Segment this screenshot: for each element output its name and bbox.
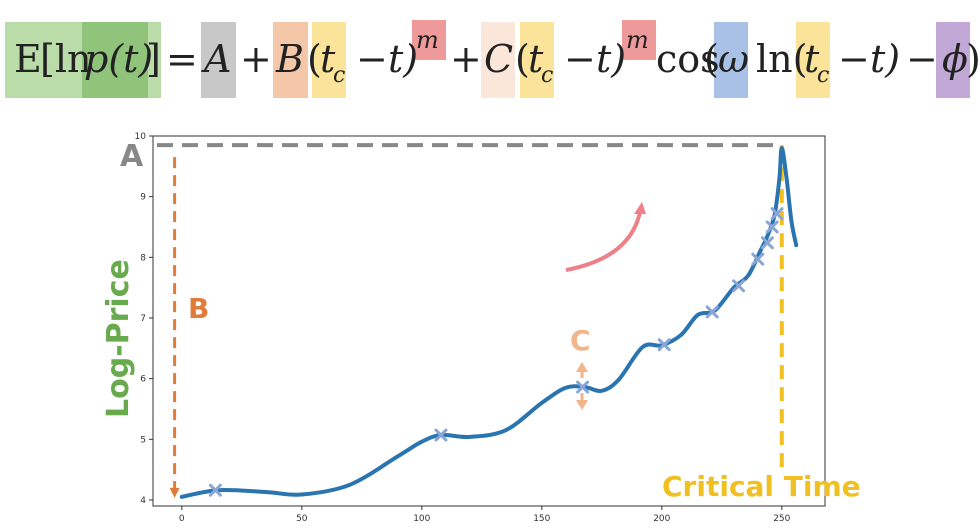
log-price-chart: 4 5 6 7 8 9 10 0 50 100 150 200 250 A B C Critical … bbox=[101, 132, 861, 524]
f-tc3: t bbox=[804, 37, 820, 81]
x-marker bbox=[657, 338, 671, 352]
f-m2: m bbox=[626, 26, 649, 54]
chart-area: 4 5 6 7 8 9 10 0 50 100 150 200 250 A B C Critical … bbox=[0, 110, 980, 526]
f-minus1: − bbox=[356, 37, 388, 81]
x-tick-label: 200 bbox=[653, 514, 670, 524]
highlight-B bbox=[273, 22, 308, 98]
formula-text: E [ln p(t) ] = A + B ( t c − t) m + C ( … bbox=[14, 26, 980, 88]
f-C: C bbox=[484, 37, 513, 81]
x-marker bbox=[434, 428, 448, 442]
highlight-m-2 bbox=[622, 20, 656, 60]
f-lb: [ln bbox=[40, 37, 91, 81]
f-m1: m bbox=[416, 26, 439, 54]
x-tick-label: 50 bbox=[296, 514, 308, 524]
f-minus4: − bbox=[906, 37, 938, 81]
f-p: p(t) bbox=[84, 37, 153, 81]
x-marker bbox=[751, 252, 765, 266]
f-ln: ln( bbox=[756, 37, 807, 81]
c-label: C bbox=[570, 324, 591, 357]
f-lp3: ( bbox=[704, 37, 719, 81]
b-label: B bbox=[188, 292, 209, 325]
y-tick-label: 8 bbox=[140, 253, 146, 263]
x-marker bbox=[576, 380, 590, 394]
f-rp3: ) bbox=[966, 37, 980, 81]
f-minus3: − bbox=[838, 37, 870, 81]
f-lp1: ( bbox=[307, 37, 322, 81]
trend-arrow-head bbox=[634, 202, 646, 214]
formula-bar: E [ln p(t) ] = A + B ( t c − t) m + C ( … bbox=[5, 20, 980, 98]
f-tc2: t bbox=[528, 37, 544, 81]
highlight-tc-1 bbox=[312, 22, 346, 98]
highlight-tc-2 bbox=[520, 22, 554, 98]
highlight-lhs-p bbox=[82, 22, 148, 98]
x-marker bbox=[765, 220, 779, 234]
f-phi: ϕ bbox=[942, 37, 968, 81]
x-marker bbox=[705, 305, 719, 319]
x-marker bbox=[760, 236, 774, 250]
y-tick-label: 10 bbox=[135, 132, 147, 142]
f-t2: t) bbox=[596, 37, 626, 81]
b-arrow-head bbox=[169, 487, 180, 498]
highlight-tc-3 bbox=[796, 22, 830, 98]
trend-arrow-curve bbox=[565, 211, 642, 272]
highlight-C bbox=[481, 22, 515, 98]
f-rb: ] bbox=[146, 37, 161, 81]
y-axis-ticks: 4 5 6 7 8 9 10 bbox=[135, 132, 153, 506]
x-tick-label: 150 bbox=[533, 514, 550, 524]
y-tick-label: 5 bbox=[140, 435, 146, 445]
f-tc1: t bbox=[320, 37, 336, 81]
f-t3: t) bbox=[870, 37, 900, 81]
oscillation-markers bbox=[208, 207, 784, 497]
f-t1: t) bbox=[388, 37, 418, 81]
c-arrow-down bbox=[576, 400, 588, 410]
f-A: A bbox=[201, 37, 231, 81]
y-tick-label: 4 bbox=[140, 496, 146, 506]
f-tc3sub: c bbox=[817, 63, 829, 88]
f-B: B bbox=[275, 37, 304, 81]
critical-time-label: Critical Time bbox=[662, 470, 861, 503]
x-marker bbox=[208, 483, 222, 497]
x-tick-label: 250 bbox=[773, 514, 790, 524]
plot-frame bbox=[152, 135, 826, 507]
x-tick-label: 100 bbox=[413, 514, 430, 524]
f-E: E bbox=[14, 37, 42, 81]
highlight-A bbox=[201, 22, 236, 98]
f-lp2: ( bbox=[515, 37, 530, 81]
highlight-phi bbox=[936, 22, 970, 98]
f-minus2: − bbox=[564, 37, 596, 81]
c-arrow-up bbox=[576, 362, 588, 372]
x-axis-ticks: 0 50 100 150 200 250 bbox=[179, 506, 791, 524]
y-tick-label: 9 bbox=[140, 193, 146, 203]
y-axis-title: Log-Price bbox=[101, 259, 136, 418]
f-eq: = bbox=[166, 37, 198, 81]
f-tc2sub: c bbox=[541, 63, 553, 88]
f-tc1sub: c bbox=[333, 63, 345, 88]
a-label: A bbox=[120, 139, 144, 174]
y-tick-label: 7 bbox=[140, 314, 146, 324]
x-marker bbox=[770, 207, 784, 221]
f-omega: ω bbox=[718, 37, 749, 81]
highlight-m-1 bbox=[412, 20, 446, 60]
highlight-omega bbox=[714, 22, 748, 98]
x-marker bbox=[732, 279, 746, 293]
c-arrows bbox=[576, 362, 588, 410]
x-tick-label: 0 bbox=[179, 514, 185, 524]
f-cos: cos bbox=[656, 37, 720, 81]
y-tick-label: 6 bbox=[140, 375, 146, 385]
f-plus2: + bbox=[450, 37, 482, 81]
f-plus1: + bbox=[240, 37, 272, 81]
trend-arrow bbox=[565, 202, 646, 272]
formula-highlights bbox=[5, 20, 970, 98]
